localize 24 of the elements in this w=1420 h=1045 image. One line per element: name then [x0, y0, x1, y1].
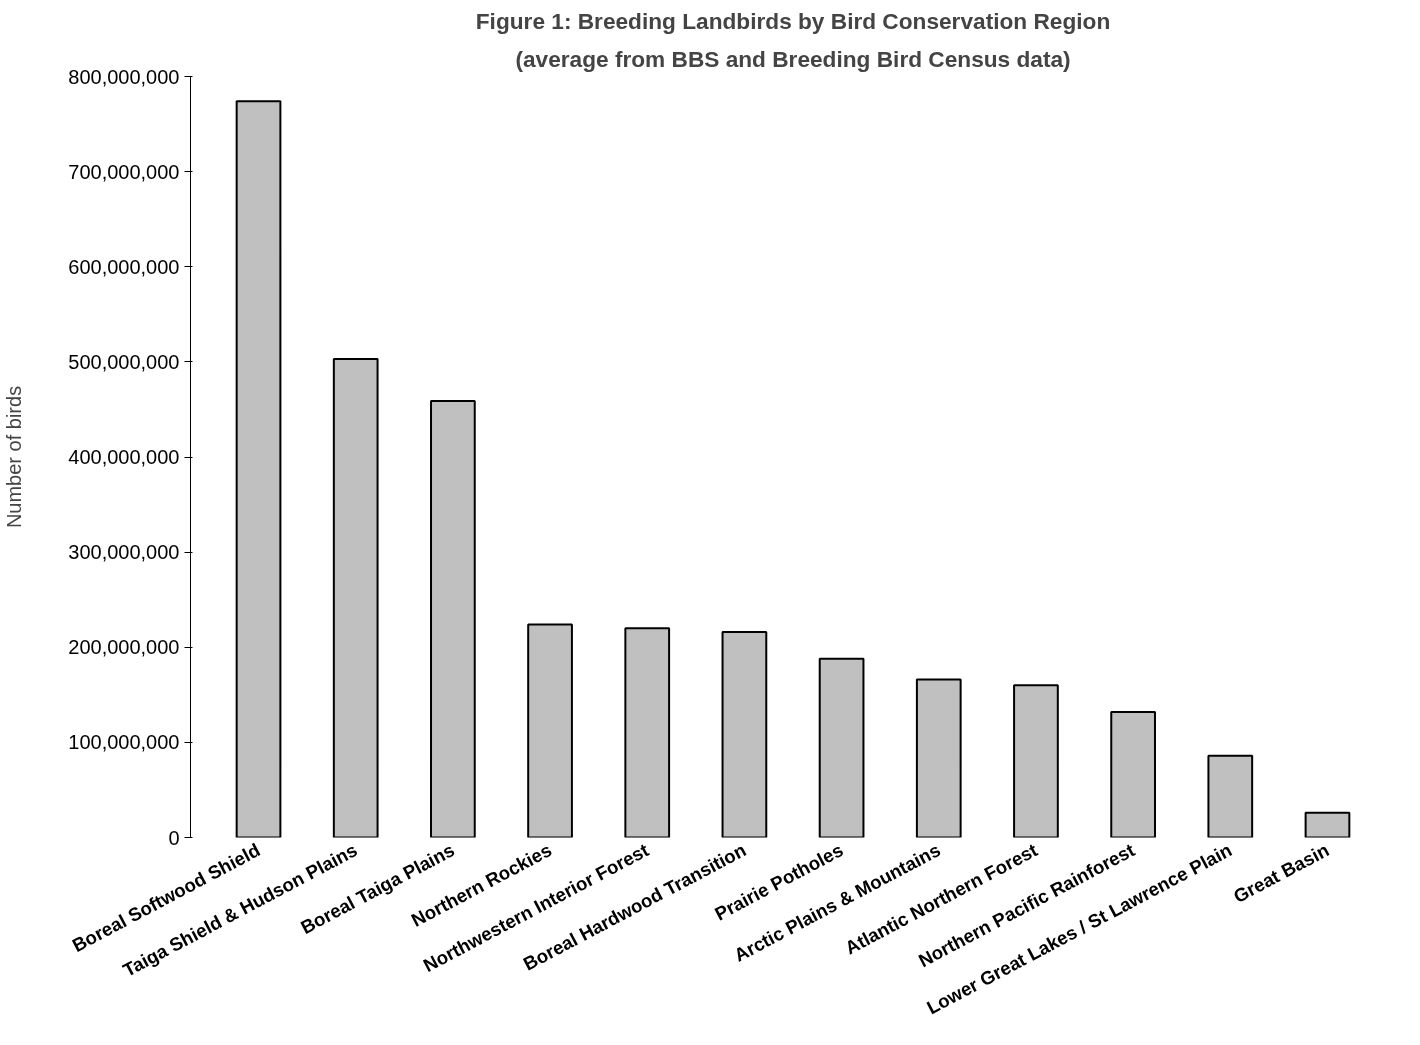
bar	[527, 623, 573, 838]
bar	[721, 631, 768, 838]
y-tick-label: 600,000,000	[68, 255, 180, 278]
y-tick-label: 400,000,000	[68, 446, 180, 468]
chart-title: Figure 1: Breeding Landbirds by Bird Conservation Region	[475, 7, 1111, 34]
y-tick-label: 0	[168, 826, 180, 849]
bar	[1013, 684, 1059, 838]
y-tick-label: 800,000,000	[68, 65, 180, 88]
bar	[235, 100, 282, 838]
bar	[1110, 710, 1156, 838]
y-tick-label: 200,000,000	[68, 636, 180, 659]
y-tick-label: 100,000,000	[68, 731, 180, 754]
y-tick-label: 500,000,000	[68, 350, 180, 373]
chart-subtitle: (average from BBS and Breeding Bird Census data)	[515, 45, 1071, 72]
bar	[1207, 754, 1254, 838]
bar	[1304, 811, 1351, 838]
bar	[624, 627, 671, 838]
y-tick-label: 300,000,000	[68, 541, 180, 564]
bar	[332, 358, 379, 838]
bar	[818, 657, 865, 838]
y-axis-title: Number of birds	[3, 385, 26, 529]
bar	[915, 678, 962, 838]
bar	[430, 399, 476, 838]
y-tick-label: 700,000,000	[68, 160, 180, 183]
